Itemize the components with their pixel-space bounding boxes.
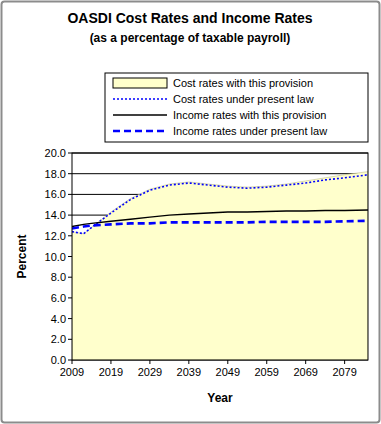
x-tick-label: 2019: [99, 366, 123, 378]
x-axis-label: Year: [207, 391, 233, 405]
x-tick: [344, 360, 345, 364]
y-tick-label: 18.0: [45, 168, 66, 180]
x-tick-label: 2079: [332, 366, 356, 378]
x-tick: [266, 360, 267, 364]
area: [72, 172, 368, 360]
y-tick-label: 16.0: [45, 188, 66, 200]
legend-swatch: [113, 114, 167, 115]
y-tick-label: 6.0: [51, 292, 66, 304]
chart: OASDI Cost Rates and Income Rates (as a p…: [0, 0, 381, 424]
y-tick: [68, 153, 72, 154]
y-tick-label: 8.0: [51, 271, 66, 283]
line: [72, 221, 368, 229]
title: OASDI Cost Rates and Income Rates: [67, 10, 312, 26]
y-axis-label: Percent: [15, 234, 29, 278]
y-tick-label: 0.0: [51, 354, 66, 366]
frame: [2, 2, 380, 423]
y-tick-label: 12.0: [45, 230, 66, 242]
chart-wrap: OASDI Cost Rates and Income Rates (as a p…: [0, 0, 381, 424]
y-tick: [68, 194, 72, 195]
y-tick: [68, 339, 72, 340]
x-tick-label: 2059: [254, 366, 278, 378]
x-tick: [188, 360, 189, 364]
legend-label: Income rates under present law: [173, 125, 327, 137]
x-tick-label: 2009: [60, 366, 84, 378]
x-tick: [149, 360, 150, 364]
x-tick: [72, 360, 73, 364]
legend-label: Cost rates with this provision: [173, 77, 313, 89]
y-tick: [68, 297, 72, 298]
x-tick-label: 2069: [293, 366, 317, 378]
x-tick: [305, 360, 306, 364]
legend: Cost rates with this provision Cost rates…: [105, 73, 368, 142]
y-tick: [68, 235, 72, 236]
y-tick: [68, 215, 72, 216]
plot-data: [72, 172, 368, 360]
plot-frame: [72, 153, 368, 360]
y-tick-label: 2.0: [51, 333, 66, 345]
y-tick-label: 10.0: [45, 251, 66, 263]
line: [72, 175, 368, 234]
legend-swatch: [113, 130, 167, 133]
x-tick-label: 2049: [216, 366, 240, 378]
legend-swatch: [113, 98, 167, 100]
y-tick-label: 4.0: [51, 313, 66, 325]
y-tick-label: 20.0: [45, 147, 66, 159]
x-tick: [110, 360, 111, 364]
y-tick: [68, 318, 72, 319]
x-tick: [227, 360, 228, 364]
legend-label: Income rates with this provision: [173, 109, 326, 121]
x-tick-label: 2039: [177, 366, 201, 378]
x-tick-label: 2029: [138, 366, 162, 378]
subtitle: (as a percentage of taxable payroll): [90, 31, 291, 45]
y-tick-label: 14.0: [45, 209, 66, 221]
y-tick: [68, 256, 72, 257]
legend-swatch: [113, 78, 167, 88]
grid-line: [72, 173, 368, 174]
y-tick: [68, 277, 72, 278]
y-tick: [68, 173, 72, 174]
legend-label: Cost rates under present law: [173, 93, 314, 105]
legend-box: [105, 73, 368, 142]
y-tick: [68, 360, 72, 361]
